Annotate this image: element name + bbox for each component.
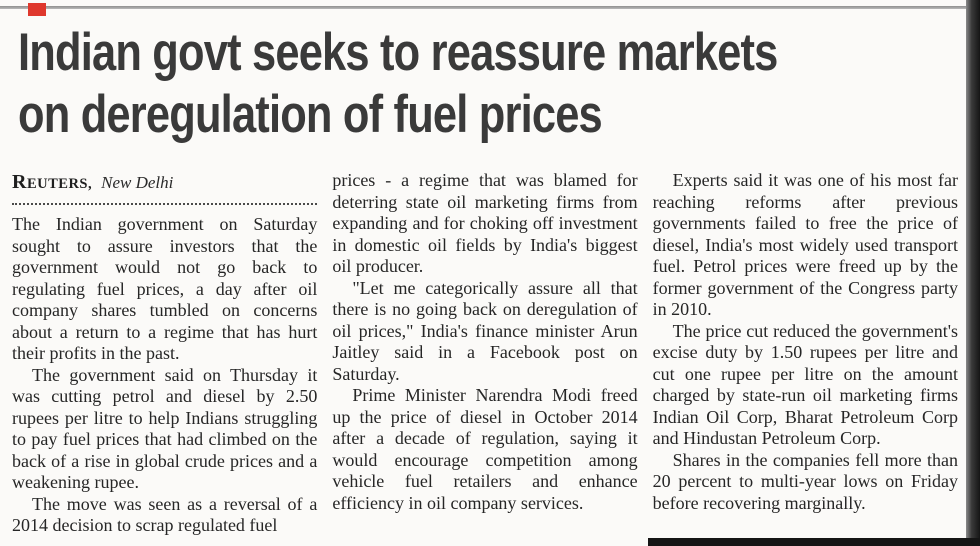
byline-agency: Reuters,: [12, 171, 93, 193]
byline-separator-dotted-rule: [12, 197, 318, 205]
headline-line-1: Indian govt seeks to reassure markets: [18, 23, 778, 82]
red-registration-mark: [28, 3, 46, 16]
article-paragraph: The move was seen as a reversal of a 201…: [12, 493, 318, 536]
article-column-3: Experts said it was one of his most far …: [653, 170, 958, 546]
article-paragraph: Prime Minister Narendra Modi freed up th…: [332, 385, 638, 513]
scan-edge-bottom: [648, 538, 980, 546]
article-paragraph: Experts said it was one of his most far …: [652, 170, 958, 319]
article-paragraph: "Let me categorically assure all that th…: [332, 277, 638, 384]
article-body: Reuters, New Delhi The Indian government…: [12, 170, 958, 546]
headline-line-2: on deregulation of fuel prices: [18, 85, 603, 144]
byline: Reuters, New Delhi: [12, 171, 317, 194]
scan-edge-right: [966, 0, 980, 546]
article-paragraph: prices - a regime that was blamed for de…: [332, 170, 638, 276]
article-paragraph: Shares in the companies fell more than 2…: [652, 449, 958, 513]
article-paragraph: The price cut reduced the government's e…: [652, 320, 958, 449]
byline-location: New Delhi: [101, 173, 174, 192]
article-column-2: prices - a regime that was blamed for de…: [332, 170, 637, 546]
article-paragraph: The government said on Thursday it was c…: [12, 364, 318, 493]
top-border-rule: [0, 6, 980, 9]
article-column-1: Reuters, New Delhi The Indian government…: [12, 170, 318, 546]
article-paragraph: The Indian government on Saturday sought…: [12, 214, 318, 363]
article-headline: Indian govt seeks to reassure markets on…: [18, 22, 980, 146]
